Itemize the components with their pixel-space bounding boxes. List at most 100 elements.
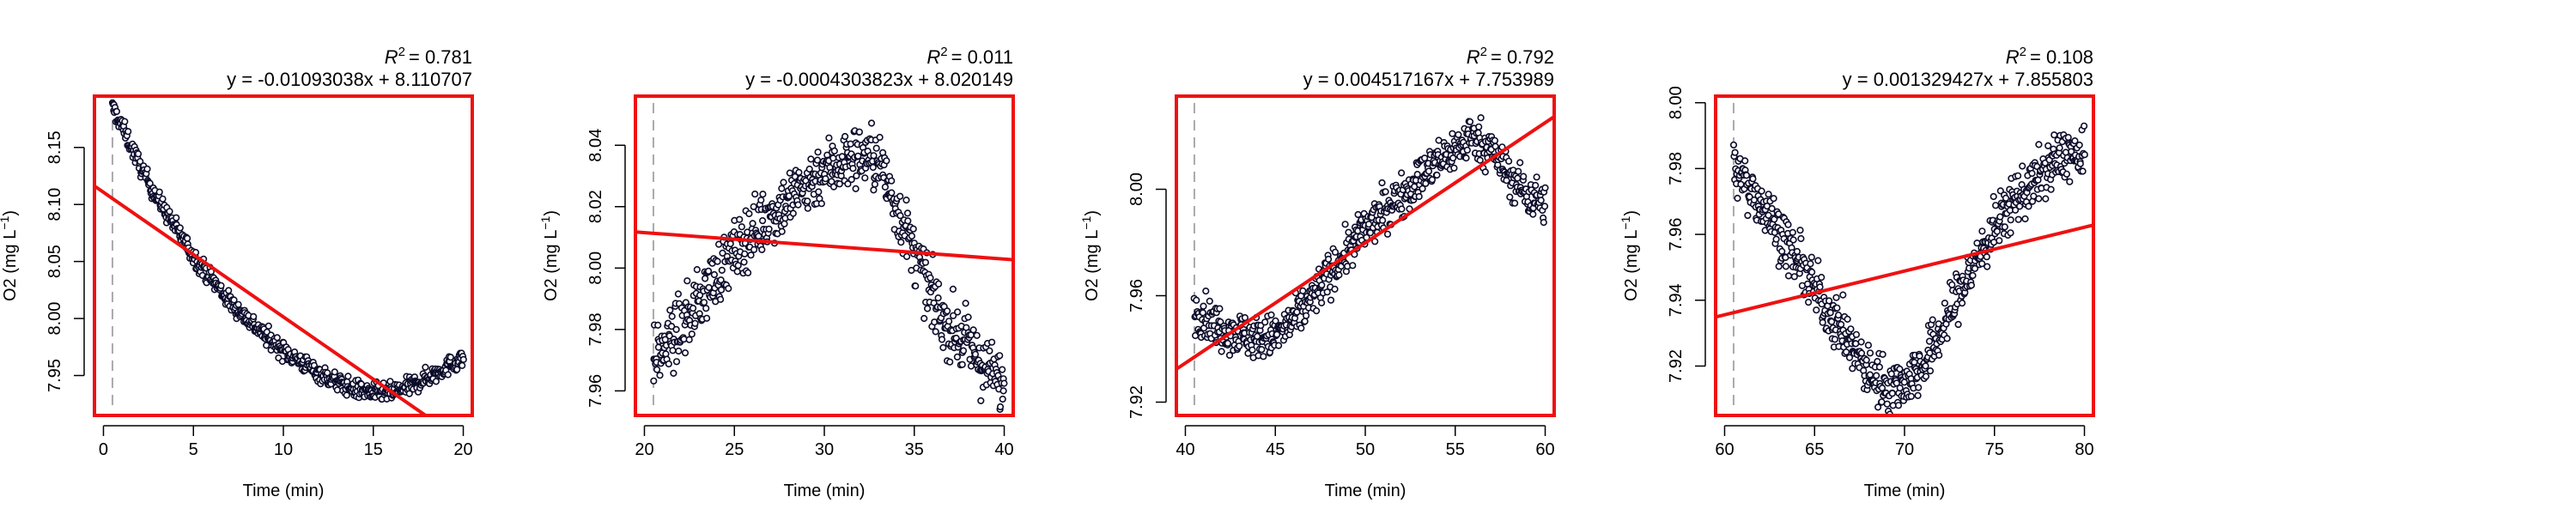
data-point — [344, 373, 352, 380]
y-tick-label: 7.92 — [1127, 385, 1146, 419]
plot-frame — [1714, 94, 2095, 417]
data-point — [920, 314, 928, 323]
data-point — [1750, 196, 1758, 204]
data-point — [1202, 288, 1210, 295]
data-point — [2064, 134, 2072, 142]
data-point — [1383, 230, 1392, 238]
data-point — [1807, 260, 1814, 268]
y-tick-label: 7.98 — [586, 312, 605, 346]
data-point — [825, 134, 833, 142]
y-tick-label: 7.98 — [1667, 152, 1686, 185]
data-point — [1784, 272, 1793, 280]
data-point — [829, 154, 837, 162]
regression-line — [94, 185, 429, 415]
x-axis: 60 65 70 75 80 Time (min) — [1715, 425, 2094, 500]
data-point — [964, 313, 972, 321]
regression-equation: y = 0.001329427x + 7.855803 — [1843, 69, 2093, 90]
data-point — [807, 155, 815, 163]
chart-panel-2: 20 25 30 35 40 Time (min) 7.96 7.98 8.00 8.02 8.04… — [538, 45, 1015, 500]
data-point — [1887, 370, 1895, 378]
data-point — [1993, 227, 2001, 235]
data-point — [861, 174, 869, 182]
data-point — [176, 224, 184, 232]
data-point — [683, 277, 691, 285]
data-point — [2066, 178, 2074, 185]
data-point — [432, 378, 440, 385]
data-point — [902, 252, 911, 261]
y-axis-title-main: O2 (mg L — [1, 230, 20, 301]
data-point — [996, 352, 1004, 360]
data-point — [1481, 168, 1489, 176]
data-point — [1896, 384, 1904, 392]
data-point — [1366, 229, 1374, 237]
x-tick-label: 55 — [1446, 440, 1465, 459]
data-point — [331, 368, 338, 376]
data-point — [1744, 211, 1752, 220]
plot-frame — [1175, 94, 1556, 417]
data-point — [896, 212, 904, 220]
data-point — [1341, 221, 1349, 228]
data-point — [1397, 169, 1406, 177]
data-point — [143, 165, 151, 173]
data-point — [1879, 350, 1886, 359]
data-point — [1828, 318, 1836, 325]
data-point — [422, 363, 429, 372]
data-point — [1847, 325, 1855, 333]
data-point — [670, 369, 677, 378]
data-point — [849, 165, 857, 173]
data-point — [1914, 391, 1922, 399]
data-point — [1420, 154, 1429, 162]
data-point — [909, 225, 917, 233]
data-point — [1894, 402, 1903, 409]
data-point — [650, 377, 658, 385]
data-point — [693, 266, 701, 274]
data-point — [2081, 151, 2088, 159]
data-point — [853, 172, 860, 179]
data-point — [1349, 262, 1357, 270]
data-point — [1900, 379, 1908, 386]
r-squared-label: R2 = 0.781 — [385, 45, 472, 68]
scatter-points — [1190, 114, 1549, 361]
r-squared-label: R2 = 0.792 — [1467, 45, 1554, 68]
y-tick-label: 8.00 — [1667, 86, 1686, 119]
data-point — [134, 150, 143, 158]
data-point — [1540, 219, 1547, 227]
data-point — [2016, 203, 2024, 210]
data-point — [1324, 255, 1333, 264]
data-point — [1378, 216, 1387, 224]
data-point — [996, 403, 1005, 411]
data-point — [747, 251, 755, 259]
data-point — [672, 325, 680, 334]
data-point — [1765, 191, 1772, 198]
data-point — [822, 175, 829, 183]
data-point — [870, 186, 878, 194]
data-point — [1254, 332, 1261, 341]
data-point — [173, 214, 180, 221]
data-point — [2014, 172, 2022, 179]
data-point — [740, 258, 748, 266]
data-point — [1967, 282, 1975, 289]
x-tick-label: 60 — [1535, 440, 1554, 459]
data-point — [949, 312, 957, 319]
data-point — [702, 305, 710, 312]
data-point — [1415, 192, 1423, 201]
data-point — [1922, 373, 1930, 380]
data-point — [1731, 148, 1739, 156]
data-point — [716, 295, 725, 303]
data-point — [1364, 221, 1373, 228]
data-point — [250, 312, 258, 321]
data-point — [932, 328, 939, 336]
data-point — [758, 245, 766, 254]
y-axis-title-close: ) — [542, 210, 561, 216]
data-point — [674, 290, 683, 298]
data-point — [1516, 159, 1524, 167]
data-point — [453, 366, 461, 373]
data-point — [726, 239, 734, 248]
x-axis: 20 25 30 35 40 Time (min) — [635, 425, 1014, 500]
data-point — [1506, 193, 1514, 201]
data-point — [902, 197, 910, 204]
r-squared-value: = 0.011 — [951, 46, 1013, 68]
r-squared-value: = 0.792 — [1491, 46, 1554, 68]
data-point — [781, 220, 788, 227]
data-point — [1954, 320, 1962, 329]
